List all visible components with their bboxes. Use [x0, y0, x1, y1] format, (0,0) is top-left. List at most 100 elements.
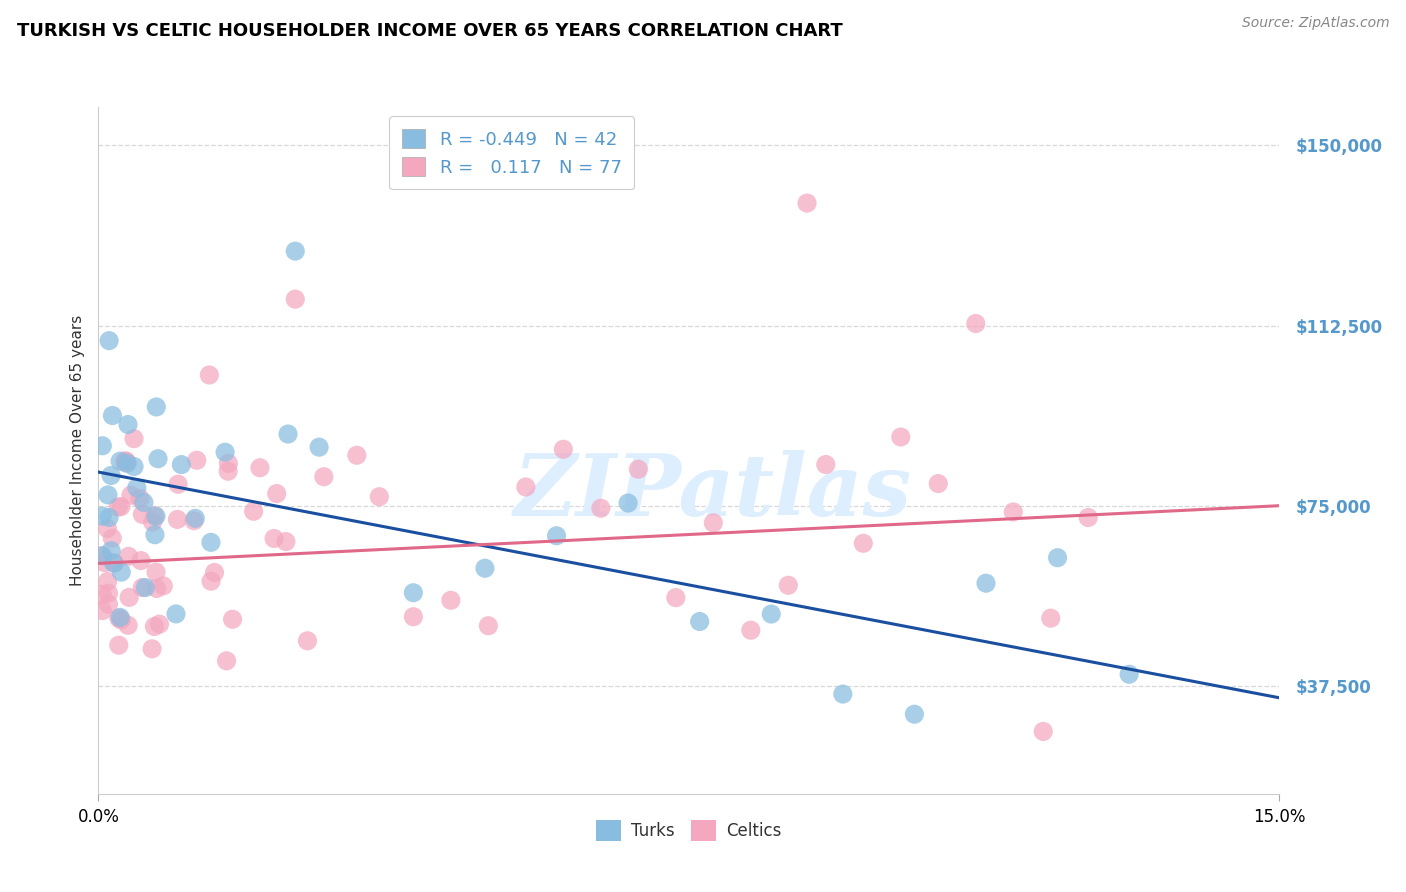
Point — [266, 486, 288, 500]
Point — [665, 591, 688, 605]
Point — [277, 427, 299, 442]
Point — [312, 469, 335, 483]
Point — [132, 495, 155, 509]
Point — [91, 549, 114, 563]
Point — [107, 638, 129, 652]
Point — [796, 196, 818, 211]
Point — [143, 527, 166, 541]
Point — [108, 454, 131, 468]
Point — [184, 511, 207, 525]
Point — [134, 581, 156, 595]
Point — [242, 504, 264, 518]
Point — [368, 490, 391, 504]
Point — [117, 618, 139, 632]
Point — [284, 244, 307, 259]
Point — [167, 477, 190, 491]
Point — [122, 459, 145, 474]
Point — [217, 464, 239, 478]
Point — [553, 442, 575, 457]
Point — [831, 687, 853, 701]
Point — [474, 561, 496, 575]
Point — [131, 508, 153, 522]
Point — [145, 565, 167, 579]
Point — [546, 529, 568, 543]
Point — [110, 613, 132, 627]
Point — [97, 574, 120, 589]
Point — [117, 549, 139, 564]
Point — [146, 451, 169, 466]
Point — [402, 609, 425, 624]
Point — [890, 430, 912, 444]
Point — [814, 458, 837, 472]
Point — [143, 508, 166, 523]
Text: Source: ZipAtlas.com: Source: ZipAtlas.com — [1241, 16, 1389, 30]
Point — [115, 455, 138, 469]
Point — [143, 619, 166, 633]
Point — [852, 536, 875, 550]
Point — [145, 400, 167, 414]
Point — [186, 453, 208, 467]
Point — [702, 516, 724, 530]
Point — [215, 654, 238, 668]
Point — [131, 581, 153, 595]
Point — [107, 500, 129, 514]
Point — [148, 617, 170, 632]
Point — [122, 432, 145, 446]
Point — [204, 566, 226, 580]
Point — [346, 448, 368, 462]
Point — [91, 439, 114, 453]
Point — [108, 610, 131, 624]
Point — [308, 440, 330, 454]
Y-axis label: Householder Income Over 65 years: Householder Income Over 65 years — [69, 315, 84, 586]
Point — [284, 292, 307, 306]
Point — [108, 611, 131, 625]
Point — [129, 553, 152, 567]
Point — [761, 607, 783, 621]
Text: TURKISH VS CELTIC HOUSEHOLDER INCOME OVER 65 YEARS CORRELATION CHART: TURKISH VS CELTIC HOUSEHOLDER INCOME OVE… — [17, 22, 842, 40]
Point — [93, 556, 115, 570]
Point — [97, 586, 120, 600]
Point — [1118, 667, 1140, 681]
Point — [402, 586, 425, 600]
Point — [103, 556, 125, 570]
Point — [183, 514, 205, 528]
Point — [110, 565, 132, 579]
Point — [1046, 550, 1069, 565]
Point — [166, 512, 188, 526]
Point — [101, 409, 124, 423]
Point — [515, 480, 537, 494]
Point — [617, 496, 640, 510]
Point — [249, 460, 271, 475]
Point — [145, 582, 167, 596]
Point — [200, 574, 222, 589]
Point — [100, 543, 122, 558]
Point — [778, 578, 800, 592]
Legend: Turks, Celtics: Turks, Celtics — [589, 814, 789, 847]
Point — [1002, 505, 1025, 519]
Point — [115, 456, 138, 470]
Point — [125, 481, 148, 495]
Point — [221, 612, 243, 626]
Point — [117, 417, 139, 432]
Point — [740, 623, 762, 637]
Point — [114, 455, 136, 469]
Point — [217, 456, 239, 470]
Point — [96, 521, 118, 535]
Point — [141, 641, 163, 656]
Point — [440, 593, 463, 607]
Point — [965, 317, 987, 331]
Point — [142, 515, 165, 529]
Point — [120, 488, 142, 502]
Point — [198, 368, 221, 382]
Point — [477, 619, 499, 633]
Point — [118, 591, 141, 605]
Point — [974, 576, 997, 591]
Point — [145, 509, 167, 524]
Point — [1032, 724, 1054, 739]
Point — [129, 491, 152, 506]
Point — [98, 510, 121, 524]
Point — [1077, 510, 1099, 524]
Point — [98, 334, 121, 348]
Point — [104, 556, 127, 570]
Point — [927, 476, 949, 491]
